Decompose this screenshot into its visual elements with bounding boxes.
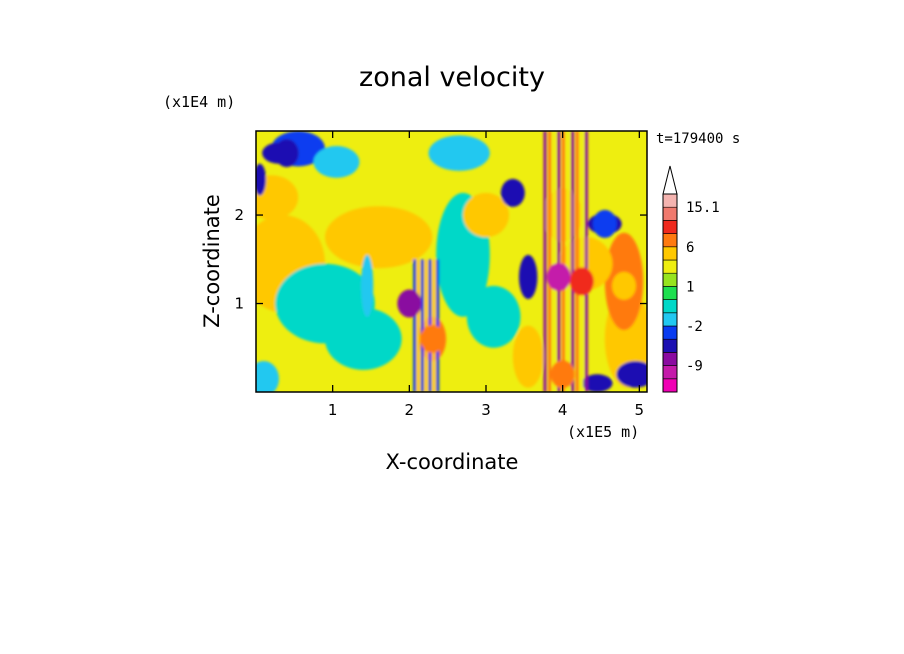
- colorbar-frame: [662, 193, 678, 393]
- colorbar-swatch: [662, 378, 678, 393]
- wave-stripe: [420, 259, 424, 392]
- colorbar-swatch: [662, 272, 678, 287]
- wave-stripe: [557, 131, 561, 392]
- colorbar-tick-label: 6: [686, 240, 694, 256]
- colorbar-extend-arrow: [662, 165, 678, 195]
- colorbar-swatch: [662, 352, 678, 366]
- field-feature: [267, 245, 291, 274]
- chart-title: zonal velocity: [359, 62, 545, 93]
- x-tick-label: 2: [405, 401, 415, 419]
- colorbar-swatch: [662, 233, 678, 248]
- colorbar-swatch: [662, 299, 678, 314]
- colorbar-swatch: [662, 220, 678, 234]
- x-axis-label: X-coordinate: [386, 450, 519, 474]
- wave-stripe: [571, 131, 575, 392]
- colorbar-swatch: [662, 365, 678, 380]
- field-patch: [361, 254, 374, 317]
- field-patch: [325, 206, 433, 269]
- y-tick-label: 2: [234, 206, 244, 224]
- field-patch: [313, 146, 360, 178]
- colorbar-swatch: [662, 246, 678, 261]
- colorbar: 15.1 6 1 -2 -9: [662, 165, 720, 393]
- wave-stripe: [424, 259, 428, 392]
- time-label: t=179400 s: [656, 131, 740, 147]
- x-tick-label: 4: [558, 401, 568, 419]
- wave-stripe: [584, 131, 588, 392]
- field-feature: [550, 360, 575, 389]
- y-tick-label: 1: [234, 295, 244, 313]
- wave-stripe: [566, 131, 570, 392]
- field-feature: [397, 289, 422, 318]
- field-feature: [420, 324, 445, 353]
- y-axis-label: Z-coordinate: [200, 194, 224, 328]
- x-tick-label: 1: [328, 401, 338, 419]
- x-tick-label: 3: [481, 401, 491, 419]
- x-axis: 1 2 3 4 5: [328, 131, 644, 419]
- y-axis: 12: [234, 206, 647, 313]
- field-feature: [274, 139, 299, 168]
- wave-stripe: [413, 259, 417, 392]
- field-patch: [325, 307, 402, 370]
- plot-frame: [255, 130, 648, 393]
- wave-stripe: [417, 259, 420, 392]
- field-patch: [616, 361, 647, 388]
- colorbar-swatch: [662, 286, 678, 300]
- field-feature: [546, 262, 571, 291]
- field-patch: [256, 163, 266, 196]
- field-patch: [466, 285, 521, 348]
- x-tick-label: 5: [635, 401, 645, 419]
- colorbar-tick-label: 15.1: [686, 200, 720, 216]
- colorbar-tick-label: 1: [686, 279, 694, 295]
- wave-stripe: [561, 131, 565, 392]
- wave-stripe: [436, 259, 440, 392]
- colorbar-swatch: [662, 259, 678, 274]
- colorbar-swatch: [662, 206, 678, 221]
- field-feature: [612, 271, 636, 300]
- field-patch: [463, 192, 509, 238]
- colorbar-tick-label: -2: [686, 319, 703, 335]
- colorbar-swatch: [662, 325, 678, 340]
- heatmap-field: [256, 131, 647, 392]
- field-patch: [256, 361, 279, 392]
- colorbar-swatch: [662, 312, 678, 327]
- field-patch: [581, 374, 613, 392]
- x-scale-label: (x1E5 m): [567, 423, 639, 441]
- colorbar-swatch: [662, 193, 678, 208]
- wave-stripe: [552, 131, 556, 392]
- colorbar-tick-label: -9: [686, 359, 703, 375]
- wave-stripe: [575, 131, 579, 392]
- field-patch: [428, 135, 490, 171]
- field-patch: [512, 325, 544, 388]
- field-feature: [569, 267, 594, 296]
- field-patch: [518, 254, 538, 300]
- field-feature: [592, 209, 617, 238]
- wave-stripe: [548, 131, 552, 392]
- y-scale-label: (x1E4 m): [163, 93, 235, 111]
- field-feature: [500, 178, 525, 207]
- field-patch: [256, 175, 299, 220]
- wave-stripe: [543, 131, 547, 392]
- wave-stripe: [580, 131, 584, 392]
- field-feature: [313, 280, 337, 309]
- colorbar-swatch: [662, 338, 678, 353]
